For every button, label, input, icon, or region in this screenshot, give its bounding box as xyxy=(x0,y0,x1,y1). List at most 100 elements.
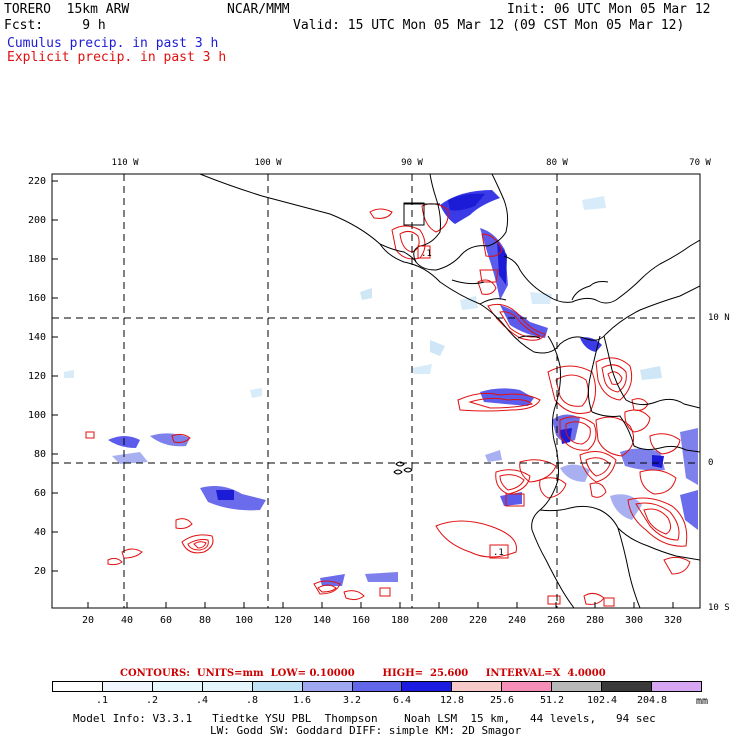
contour xyxy=(585,457,611,477)
y-tick-label: 160 xyxy=(27,293,46,304)
y-tick-label: 100 xyxy=(27,410,46,421)
color-scale-label: .8 xyxy=(245,695,259,706)
contour-label-text: .1 xyxy=(421,249,432,259)
contour-label-box xyxy=(505,493,525,507)
contour xyxy=(643,508,672,535)
contour xyxy=(379,587,391,597)
lat-label-10n: 10 N xyxy=(708,313,730,323)
x-tick-label: 320 xyxy=(663,615,683,626)
contours-info: CONTOURS: UNITS=mm LOW= 0.10000 HIGH= 25… xyxy=(120,668,606,679)
x-tick-label: 140 xyxy=(312,615,332,626)
organization-label: NCAR/MMM xyxy=(227,2,290,17)
color-swatch xyxy=(452,682,503,691)
valid-time: Valid: 15 UTC Mon 05 Mar 12 (09 CST Mon … xyxy=(293,18,685,33)
contour xyxy=(499,474,525,491)
contour xyxy=(583,592,605,605)
color-scale-label: 204.8 xyxy=(636,695,668,706)
x-tick-label: 120 xyxy=(273,615,293,626)
region-box xyxy=(403,202,425,226)
x-tick-label: 260 xyxy=(546,615,566,626)
lon-label-100w: 100 W xyxy=(254,158,282,168)
contour xyxy=(559,416,597,451)
color-swatch xyxy=(53,682,103,691)
border-line xyxy=(451,279,485,285)
border-line xyxy=(379,243,417,263)
color-scale-label: 1.6 xyxy=(292,695,312,706)
color-swatch xyxy=(102,682,153,691)
cumulus-cell xyxy=(412,364,432,374)
map-frame xyxy=(51,173,701,609)
cumulus-cell xyxy=(610,494,642,520)
color-swatch xyxy=(302,682,353,691)
contour-label-text: .1 xyxy=(493,548,504,558)
contour-label-box xyxy=(489,544,509,559)
border-line xyxy=(479,298,507,305)
contour xyxy=(603,597,615,607)
cumulus-cell xyxy=(360,288,372,300)
cumulus-cell xyxy=(485,450,502,462)
color-scale-label: .2 xyxy=(145,695,159,706)
x-tick-label: 40 xyxy=(120,615,134,626)
cumulus-cell xyxy=(480,388,534,406)
border-line xyxy=(617,527,641,608)
forecast-hour: Fcst: 9 h xyxy=(4,18,106,33)
lon-label-70w: 70 W xyxy=(689,158,711,168)
gulf-coastline xyxy=(413,174,509,271)
cumulus-cell xyxy=(250,388,262,398)
contours-interval: INTERVAL=X 4.0000 xyxy=(485,668,606,679)
color-scale-unit: mm xyxy=(696,696,709,707)
lon-label-90w: 90 W xyxy=(401,158,423,168)
contour xyxy=(487,303,546,341)
cumulus-cell xyxy=(448,193,485,211)
contour xyxy=(595,416,635,457)
color-swatch xyxy=(402,682,453,691)
contours-prefix: CONTOURS: xyxy=(120,668,190,679)
cumulus-cell xyxy=(460,296,478,310)
contours-high: HIGH= 25.600 xyxy=(382,668,469,679)
contour xyxy=(481,233,503,257)
contour xyxy=(435,520,517,558)
caribbean-coastline xyxy=(503,239,700,304)
y-tick-label: 220 xyxy=(27,176,46,187)
contour xyxy=(495,469,531,495)
cumulus-precip xyxy=(64,190,698,586)
color-scale-label: 6.4 xyxy=(392,695,412,706)
contour-label-boxes xyxy=(417,245,525,559)
contour xyxy=(663,556,691,575)
y-tick-label: 40 xyxy=(33,527,46,538)
contour xyxy=(181,534,214,554)
contour xyxy=(601,364,627,393)
contours-units: UNITS=mm xyxy=(196,668,264,679)
color-scale-label: 12.8 xyxy=(439,695,465,706)
cumulus-cell xyxy=(680,490,698,530)
galapagos-islands xyxy=(393,461,413,475)
border-line xyxy=(591,411,700,453)
x-tick-label: 220 xyxy=(468,615,488,626)
color-swatch xyxy=(202,682,253,691)
contour xyxy=(639,469,677,495)
color-scale-bar xyxy=(52,681,702,692)
model-title: TORERO 15km ARW xyxy=(4,2,130,17)
cumulus-cell xyxy=(530,292,552,304)
x-tick-label: 100 xyxy=(234,615,254,626)
color-scale-label: 3.2 xyxy=(342,695,362,706)
color-swatch xyxy=(152,682,203,691)
contour xyxy=(121,548,143,559)
y-tick-label: 200 xyxy=(27,215,46,226)
contour xyxy=(457,392,541,412)
cumulus-cell xyxy=(652,455,664,468)
x-tick-label: 80 xyxy=(198,615,212,626)
x-tick-label: 180 xyxy=(390,615,410,626)
color-swatch xyxy=(502,682,553,691)
contour xyxy=(317,584,337,593)
y-tick-label: 60 xyxy=(33,488,46,499)
x-tick-label: 200 xyxy=(429,615,449,626)
border-line xyxy=(587,335,601,413)
cumulus-cell xyxy=(560,464,590,482)
cumulus-cell xyxy=(680,428,698,485)
contour xyxy=(313,580,341,595)
y-tick-label: 20 xyxy=(33,566,46,577)
color-scale-label: .1 xyxy=(95,695,109,706)
contour xyxy=(171,433,191,443)
